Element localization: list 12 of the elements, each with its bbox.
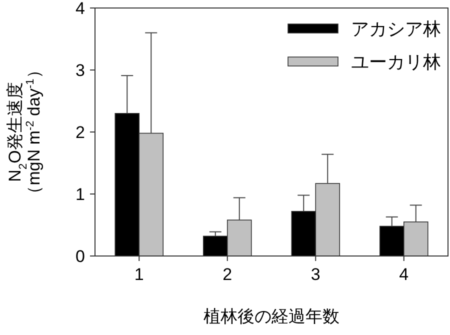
y-tick-label: 2 [76, 123, 85, 142]
legend-label: ユーカリ林 [351, 52, 441, 72]
legend-label: アカシア林 [351, 19, 441, 39]
x-tick-label: 3 [310, 265, 320, 284]
x-axis-title: 植林後の経過年数 [204, 307, 340, 326]
x-tick-label: 1 [134, 265, 144, 284]
y-tick-label: 4 [76, 0, 85, 18]
y-tick-label: 1 [76, 185, 85, 204]
x-tick-label: 4 [399, 265, 409, 284]
x-tick-label: 2 [222, 265, 232, 284]
y-tick-label: 0 [76, 247, 85, 266]
y-tick-label: 3 [76, 61, 85, 80]
